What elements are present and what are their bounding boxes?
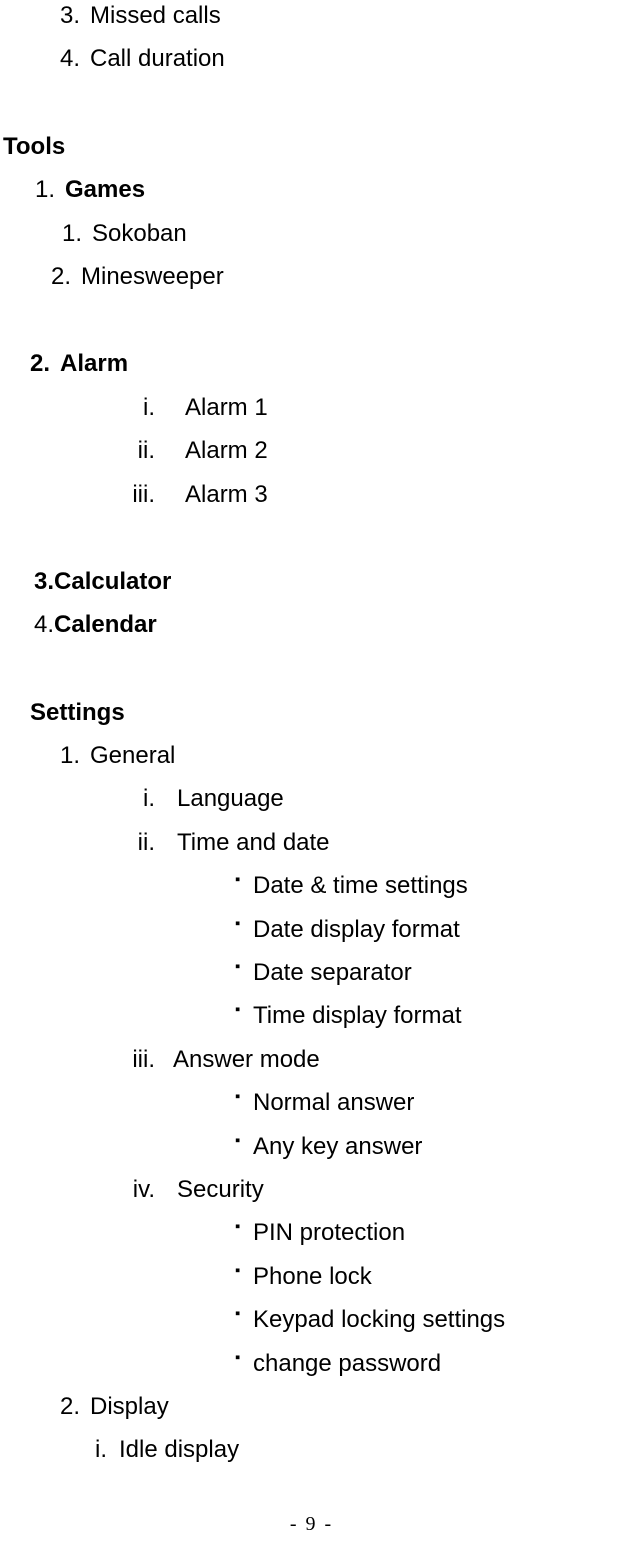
roman-number: ii. (0, 435, 155, 467)
bullet-label: Normal answer (253, 1087, 414, 1119)
bullet-label: Date separator (253, 957, 412, 989)
list-number: 4. (60, 43, 90, 75)
page: 3. Missed calls 4. Call duration Tools 1… (0, 0, 623, 1467)
tools-games: 1. Games (35, 174, 623, 206)
spacer (0, 653, 623, 697)
bullet-icon: ▪ (235, 914, 253, 946)
settings-heading: Settings (30, 697, 623, 729)
list-label: Language (177, 783, 284, 815)
tools-alarm: 2. Alarm (30, 348, 623, 380)
top-item-3: 3. Missed calls (60, 0, 623, 32)
tools-calculator: 3. Calculator (34, 566, 623, 598)
roman-number: iii. (0, 1044, 155, 1076)
bullet-label: Phone lock (253, 1261, 372, 1293)
settings-general-answer-mode: iii. Answer mode (0, 1044, 623, 1076)
bullet-item: ▪ Normal answer (235, 1087, 623, 1119)
bullet-icon: ▪ (235, 1348, 253, 1380)
roman-number: iv. (0, 1174, 155, 1206)
roman-number: i. (0, 783, 155, 815)
list-number: 4. (34, 609, 54, 641)
bullet-item: ▪ change password (235, 1348, 623, 1380)
list-label: Idle display (119, 1434, 239, 1466)
tools-alarm-3: iii. Alarm 3 (0, 479, 623, 511)
list-number: 2. (30, 348, 60, 380)
bullet-icon: ▪ (235, 1000, 253, 1032)
bullet-icon: ▪ (235, 957, 253, 989)
tools-alarm-2: ii. Alarm 2 (0, 435, 623, 467)
settings-general: 1. General (60, 740, 623, 772)
spacer (0, 304, 623, 348)
bullet-icon: ▪ (235, 1087, 253, 1119)
bullet-item: ▪ Phone lock (235, 1261, 623, 1293)
list-label: Answer mode (173, 1044, 320, 1076)
settings-general-time-date: ii. Time and date (0, 827, 623, 859)
roman-number: i. (0, 392, 155, 424)
list-number: 3. (60, 0, 90, 32)
bullet-label: PIN protection (253, 1217, 405, 1249)
list-number: 1. (35, 174, 65, 206)
bullet-icon: ▪ (235, 1261, 253, 1293)
bullet-item: ▪ Any key answer (235, 1131, 623, 1163)
bullet-label: Date display format (253, 914, 460, 946)
list-number: 3. (34, 566, 54, 598)
bullet-item: ▪ PIN protection (235, 1217, 623, 1249)
list-label: Display (90, 1391, 169, 1423)
list-label: Calendar (54, 609, 157, 641)
bullet-icon: ▪ (235, 1217, 253, 1249)
bullet-icon: ▪ (235, 1304, 253, 1336)
list-label: Security (177, 1174, 264, 1206)
bullet-label: Date & time settings (253, 870, 468, 902)
top-item-4: 4. Call duration (60, 43, 623, 75)
tools-calendar: 4. Calendar (34, 609, 623, 641)
tools-heading: Tools (3, 131, 623, 163)
bullet-icon: ▪ (235, 1131, 253, 1163)
bullet-item: ▪ Date display format (235, 914, 623, 946)
spacer (0, 87, 623, 131)
bullet-item: ▪ Date separator (235, 957, 623, 989)
bullet-icon: ▪ (235, 870, 253, 902)
roman-number: iii. (0, 479, 155, 511)
list-label: Minesweeper (81, 261, 224, 293)
list-label: Alarm 3 (185, 479, 268, 511)
list-number: 1. (60, 740, 90, 772)
bullet-label: Any key answer (253, 1131, 422, 1163)
list-label: Time and date (177, 827, 330, 859)
spacer (0, 522, 623, 566)
settings-display-idle: i. Idle display (95, 1434, 623, 1466)
bullet-label: change password (253, 1348, 441, 1380)
roman-number: i. (95, 1434, 119, 1466)
settings-display: 2. Display (60, 1391, 623, 1423)
list-label: General (90, 740, 175, 772)
bullet-label: Keypad locking settings (253, 1304, 505, 1336)
list-number: 2. (51, 261, 81, 293)
list-label: Missed calls (90, 0, 221, 32)
list-label: Calculator (54, 566, 171, 598)
bullet-item: ▪ Time display format (235, 1000, 623, 1032)
roman-number: ii. (0, 827, 155, 859)
list-label: Sokoban (92, 218, 187, 250)
tools-games-minesweeper: 2. Minesweeper (51, 261, 623, 293)
bullet-item: ▪ Date & time settings (235, 870, 623, 902)
tools-games-sokoban: 1. Sokoban (62, 218, 623, 250)
bullet-item: ▪ Keypad locking settings (235, 1304, 623, 1336)
page-footer: - 9 - (0, 1511, 623, 1538)
list-label: Alarm 2 (185, 435, 268, 467)
bullet-label: Time display format (253, 1000, 462, 1032)
list-label: Alarm (60, 348, 128, 380)
tools-alarm-1: i. Alarm 1 (0, 392, 623, 424)
list-label: Games (65, 174, 145, 206)
list-number: 1. (62, 218, 92, 250)
list-number: 2. (60, 1391, 90, 1423)
list-label: Alarm 1 (185, 392, 268, 424)
settings-general-language: i. Language (0, 783, 623, 815)
settings-general-security: iv. Security (0, 1174, 623, 1206)
list-label: Call duration (90, 43, 225, 75)
